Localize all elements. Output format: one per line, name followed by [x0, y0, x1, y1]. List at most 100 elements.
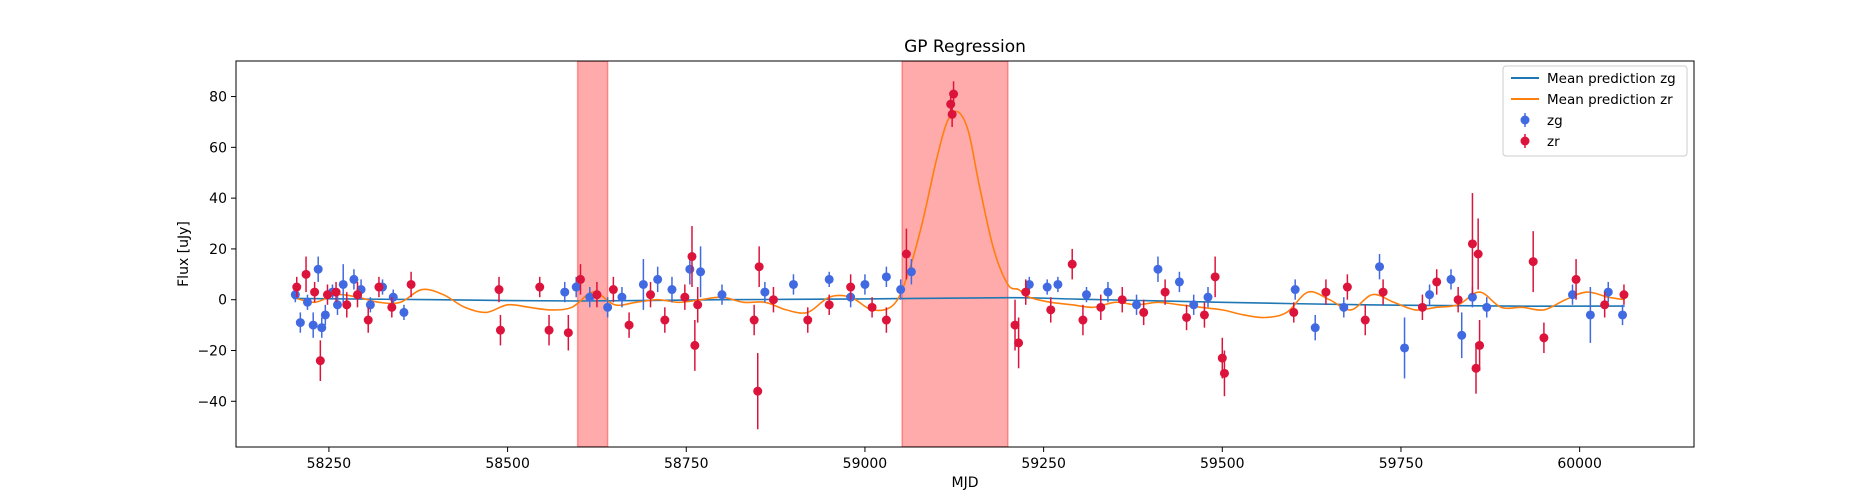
zr-point	[494, 276, 504, 303]
zr-marker	[1467, 239, 1477, 249]
zr-marker	[680, 292, 690, 302]
zr-marker	[1432, 277, 1442, 287]
zr-point	[901, 228, 911, 280]
zg-point	[824, 271, 834, 288]
zr-point	[535, 276, 545, 298]
zr-point	[1210, 256, 1220, 298]
zr-marker	[646, 290, 656, 300]
zg-marker	[667, 285, 677, 295]
zr-marker	[1342, 282, 1352, 292]
zr-point	[846, 274, 856, 300]
y-tick-label: 60	[209, 140, 227, 156]
zg-point	[617, 287, 627, 308]
zr-point	[690, 320, 700, 371]
zr-point	[495, 314, 505, 346]
zr-marker	[754, 262, 764, 272]
zr-point	[1199, 302, 1209, 328]
zg-point	[388, 289, 398, 305]
zg-marker	[603, 302, 613, 312]
zg-point	[1568, 284, 1577, 305]
zr-marker	[1289, 307, 1299, 317]
legend-box	[1502, 65, 1688, 157]
zr-marker	[1471, 363, 1481, 373]
y-axis-label: Flux [uJy]	[176, 221, 192, 287]
zr-marker	[768, 295, 778, 305]
zr-marker	[1360, 315, 1370, 325]
zg-point	[603, 297, 613, 318]
zr-point	[608, 276, 618, 303]
zr-marker	[406, 279, 416, 289]
zr-marker	[1217, 353, 1227, 363]
zg-point	[1375, 254, 1385, 280]
zg-marker	[860, 279, 870, 289]
zg-point	[1290, 279, 1300, 300]
zr-point	[1096, 294, 1106, 321]
zg-marker	[308, 320, 318, 330]
zg-marker	[302, 297, 312, 307]
zg-point	[349, 269, 359, 290]
zg-point	[1042, 279, 1052, 295]
legend-swatch-zr-marker	[1520, 136, 1530, 146]
zg-marker	[1603, 287, 1613, 297]
zg-marker	[1132, 300, 1142, 310]
mean-prediction-line-zr	[292, 110, 1625, 319]
zr-point	[1360, 304, 1370, 336]
legend-label-zr: zr	[1547, 134, 1560, 150]
x-tick-label: 58750	[664, 456, 709, 472]
zg-point	[295, 312, 305, 333]
zr-point	[292, 276, 302, 298]
zr-point	[947, 101, 957, 128]
zr-marker	[881, 315, 891, 325]
zg-marker	[313, 264, 323, 274]
zr-point	[1528, 231, 1538, 293]
zg-marker	[290, 290, 300, 300]
zg-marker	[638, 279, 648, 289]
zr-marker	[353, 290, 362, 300]
zg-point	[1400, 317, 1410, 379]
zr-marker	[331, 287, 341, 297]
zr-marker	[592, 290, 602, 300]
zg-point	[906, 259, 916, 285]
zr-marker	[1619, 290, 1629, 300]
zg-marker	[320, 310, 330, 320]
zr-point	[754, 246, 764, 288]
zr-point	[544, 314, 554, 346]
zr-marker	[949, 89, 959, 99]
zr-marker	[1378, 287, 1388, 297]
zr-point	[693, 287, 703, 323]
zg-marker	[1339, 302, 1349, 312]
zg-point	[1457, 312, 1467, 359]
y-tick-label: 20	[209, 242, 227, 258]
zr-marker	[1475, 340, 1485, 350]
zr-point	[867, 297, 877, 318]
zg-marker	[1153, 264, 1163, 274]
zg-point	[1603, 281, 1613, 303]
zr-marker	[1078, 315, 1088, 325]
zr-point	[687, 226, 697, 288]
zr-marker	[803, 315, 813, 325]
zg-marker	[896, 285, 906, 295]
zr-point	[342, 292, 352, 318]
zg-marker	[317, 323, 327, 333]
y-tick-label: −40	[197, 394, 227, 410]
zr-marker	[1528, 257, 1538, 267]
zr-marker	[494, 285, 504, 295]
zr-point	[1453, 287, 1463, 313]
x-tick-label: 58500	[485, 456, 530, 472]
zr-point	[1139, 299, 1149, 326]
zr-marker	[1210, 272, 1220, 282]
zg-point	[1103, 281, 1113, 303]
highlight-region-2	[901, 61, 1009, 447]
zg-point	[338, 264, 348, 305]
zr-marker	[495, 325, 505, 335]
zg-marker	[585, 292, 595, 302]
zr-point	[322, 284, 332, 305]
zg-marker	[685, 264, 695, 274]
zg-point	[1189, 294, 1199, 315]
zr-marker	[824, 300, 834, 310]
zr-point	[1467, 193, 1477, 295]
mean-prediction-lines	[292, 110, 1625, 319]
zg-marker	[1189, 300, 1199, 310]
zg-marker	[1467, 292, 1477, 302]
zr-marker	[1014, 338, 1024, 348]
